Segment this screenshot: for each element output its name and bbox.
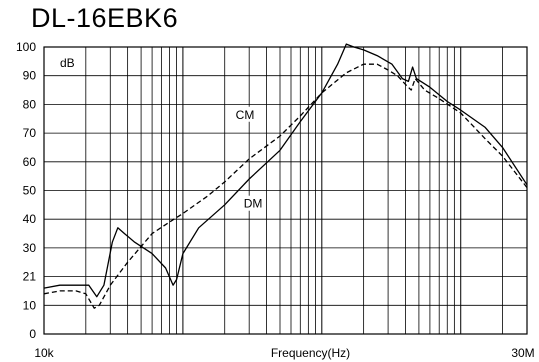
y-tick-label: 30 <box>23 241 37 255</box>
plot-frame <box>43 46 528 335</box>
series-line-cm <box>43 63 528 309</box>
y-axis-unit-label: dB <box>60 56 75 70</box>
y-tick-label: 21 <box>23 270 37 284</box>
series-line-dm <box>43 43 528 298</box>
x-tick-label-max: 30M <box>511 346 534 360</box>
chart-title: DL-16EBK6 <box>31 3 179 33</box>
annotation-layer: CM DM <box>233 106 266 211</box>
y-tick-label: 90 <box>23 69 37 83</box>
y-tick-label: 70 <box>23 126 37 140</box>
x-tick-label-min: 10k <box>34 346 54 360</box>
y-tick-label: 100 <box>16 40 36 54</box>
x-axis-label: Frequency(Hz) <box>271 346 350 360</box>
y-tick-label: 60 <box>23 155 37 169</box>
y-tick-label: 40 <box>23 212 37 226</box>
y-tick-label: 0 <box>29 327 36 341</box>
grid-layer <box>44 46 527 335</box>
y-tick-label: 80 <box>23 97 37 111</box>
y-tick-label: 50 <box>23 184 37 198</box>
annotation-cm: CM <box>236 108 255 122</box>
y-tick-label: 10 <box>23 298 37 312</box>
annotation-dm: DM <box>244 197 263 211</box>
annotation-bg <box>233 106 258 122</box>
series-layer <box>43 43 528 309</box>
annotation-bg <box>241 195 266 211</box>
